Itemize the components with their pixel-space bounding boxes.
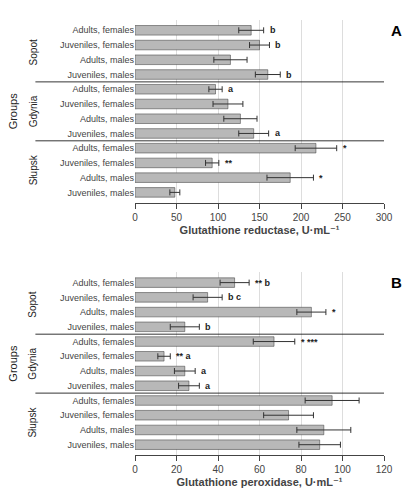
svg-text:Juveniles, females: Juveniles, females bbox=[60, 293, 135, 303]
svg-text:*: * bbox=[332, 307, 336, 317]
svg-text:Adults, males: Adults, males bbox=[80, 173, 135, 183]
svg-text:Adults, females: Adults, females bbox=[72, 278, 134, 288]
svg-text:** b: ** b bbox=[255, 278, 271, 288]
svg-text:Gdynia: Gdynia bbox=[27, 348, 38, 380]
svg-text:250: 250 bbox=[334, 212, 351, 223]
svg-text:Sopot: Sopot bbox=[27, 291, 38, 317]
svg-text:120: 120 bbox=[376, 464, 393, 475]
svg-text:40: 40 bbox=[212, 464, 224, 475]
svg-text:b c: b c bbox=[228, 292, 241, 302]
svg-text:Adults, males: Adults, males bbox=[80, 114, 135, 124]
svg-text:150: 150 bbox=[251, 212, 268, 223]
svg-text:50: 50 bbox=[171, 212, 183, 223]
svg-text:80: 80 bbox=[295, 464, 307, 475]
svg-text:Juveniles, males: Juveniles, males bbox=[67, 322, 134, 332]
svg-text:b: b bbox=[205, 322, 211, 332]
svg-text:Adults, males: Adults, males bbox=[80, 307, 135, 317]
svg-text:a: a bbox=[275, 128, 281, 138]
svg-text:Juveniles, females: Juveniles, females bbox=[60, 40, 135, 50]
svg-text:Juveniles, males: Juveniles, males bbox=[67, 129, 134, 139]
svg-text:60: 60 bbox=[254, 464, 266, 475]
svg-text:20: 20 bbox=[171, 464, 183, 475]
svg-text:100: 100 bbox=[210, 212, 227, 223]
svg-text:a: a bbox=[201, 366, 207, 376]
svg-text:Adults, females: Adults, females bbox=[72, 337, 134, 347]
svg-text:Juveniles, males: Juveniles, males bbox=[67, 440, 134, 450]
svg-text:b: b bbox=[270, 25, 276, 35]
svg-text:Adults, males: Adults, males bbox=[80, 425, 135, 435]
svg-text:a: a bbox=[228, 84, 234, 94]
svg-text:Gdynia: Gdynia bbox=[28, 95, 39, 127]
svg-text:Adults, females: Adults, females bbox=[72, 84, 134, 94]
svg-text:A: A bbox=[391, 22, 402, 39]
svg-text:**: ** bbox=[225, 158, 233, 168]
svg-text:Adults, females: Adults, females bbox=[72, 396, 134, 406]
svg-text:* ***: * *** bbox=[301, 337, 318, 347]
svg-text:Adults, females: Adults, females bbox=[72, 143, 134, 153]
svg-text:Juveniles, females: Juveniles, females bbox=[60, 158, 135, 168]
svg-text:Adults, males: Adults, males bbox=[80, 55, 135, 65]
svg-text:Glutathione peroxidase, U·mL⁻¹: Glutathione peroxidase, U·mL⁻¹ bbox=[177, 476, 343, 488]
svg-text:a: a bbox=[205, 381, 211, 391]
svg-text:200: 200 bbox=[293, 212, 310, 223]
svg-text:Juveniles, females: Juveniles, females bbox=[60, 99, 135, 109]
svg-text:Juveniles, females: Juveniles, females bbox=[60, 351, 135, 361]
svg-text:Groups: Groups bbox=[7, 93, 19, 130]
svg-text:Glutathione reductase, U·mL⁻¹: Glutathione reductase, U·mL⁻¹ bbox=[180, 224, 340, 236]
svg-text:B: B bbox=[391, 274, 402, 291]
svg-text:Sopot: Sopot bbox=[28, 39, 39, 65]
svg-text:Adults, males: Adults, males bbox=[80, 366, 135, 376]
svg-text:300: 300 bbox=[376, 212, 393, 223]
svg-text:** a: ** a bbox=[176, 351, 192, 361]
svg-text:Juveniles, males: Juveniles, males bbox=[67, 381, 134, 391]
svg-text:*: * bbox=[343, 143, 347, 153]
svg-text:*: * bbox=[319, 173, 323, 183]
svg-text:Słupsk: Słupsk bbox=[27, 407, 38, 438]
svg-text:Juveniles, females: Juveniles, females bbox=[60, 410, 135, 420]
svg-text:b: b bbox=[286, 70, 292, 80]
svg-text:Juveniles, males: Juveniles, males bbox=[67, 188, 134, 198]
svg-text:0: 0 bbox=[132, 464, 138, 475]
svg-text:Juveniles, males: Juveniles, males bbox=[67, 70, 134, 80]
svg-text:Groups: Groups bbox=[7, 345, 19, 382]
svg-text:Słupsk: Słupsk bbox=[28, 154, 39, 185]
svg-text:100: 100 bbox=[334, 464, 351, 475]
svg-text:b: b bbox=[275, 40, 281, 50]
svg-text:Adults, females: Adults, females bbox=[72, 25, 134, 35]
svg-text:0: 0 bbox=[132, 212, 138, 223]
